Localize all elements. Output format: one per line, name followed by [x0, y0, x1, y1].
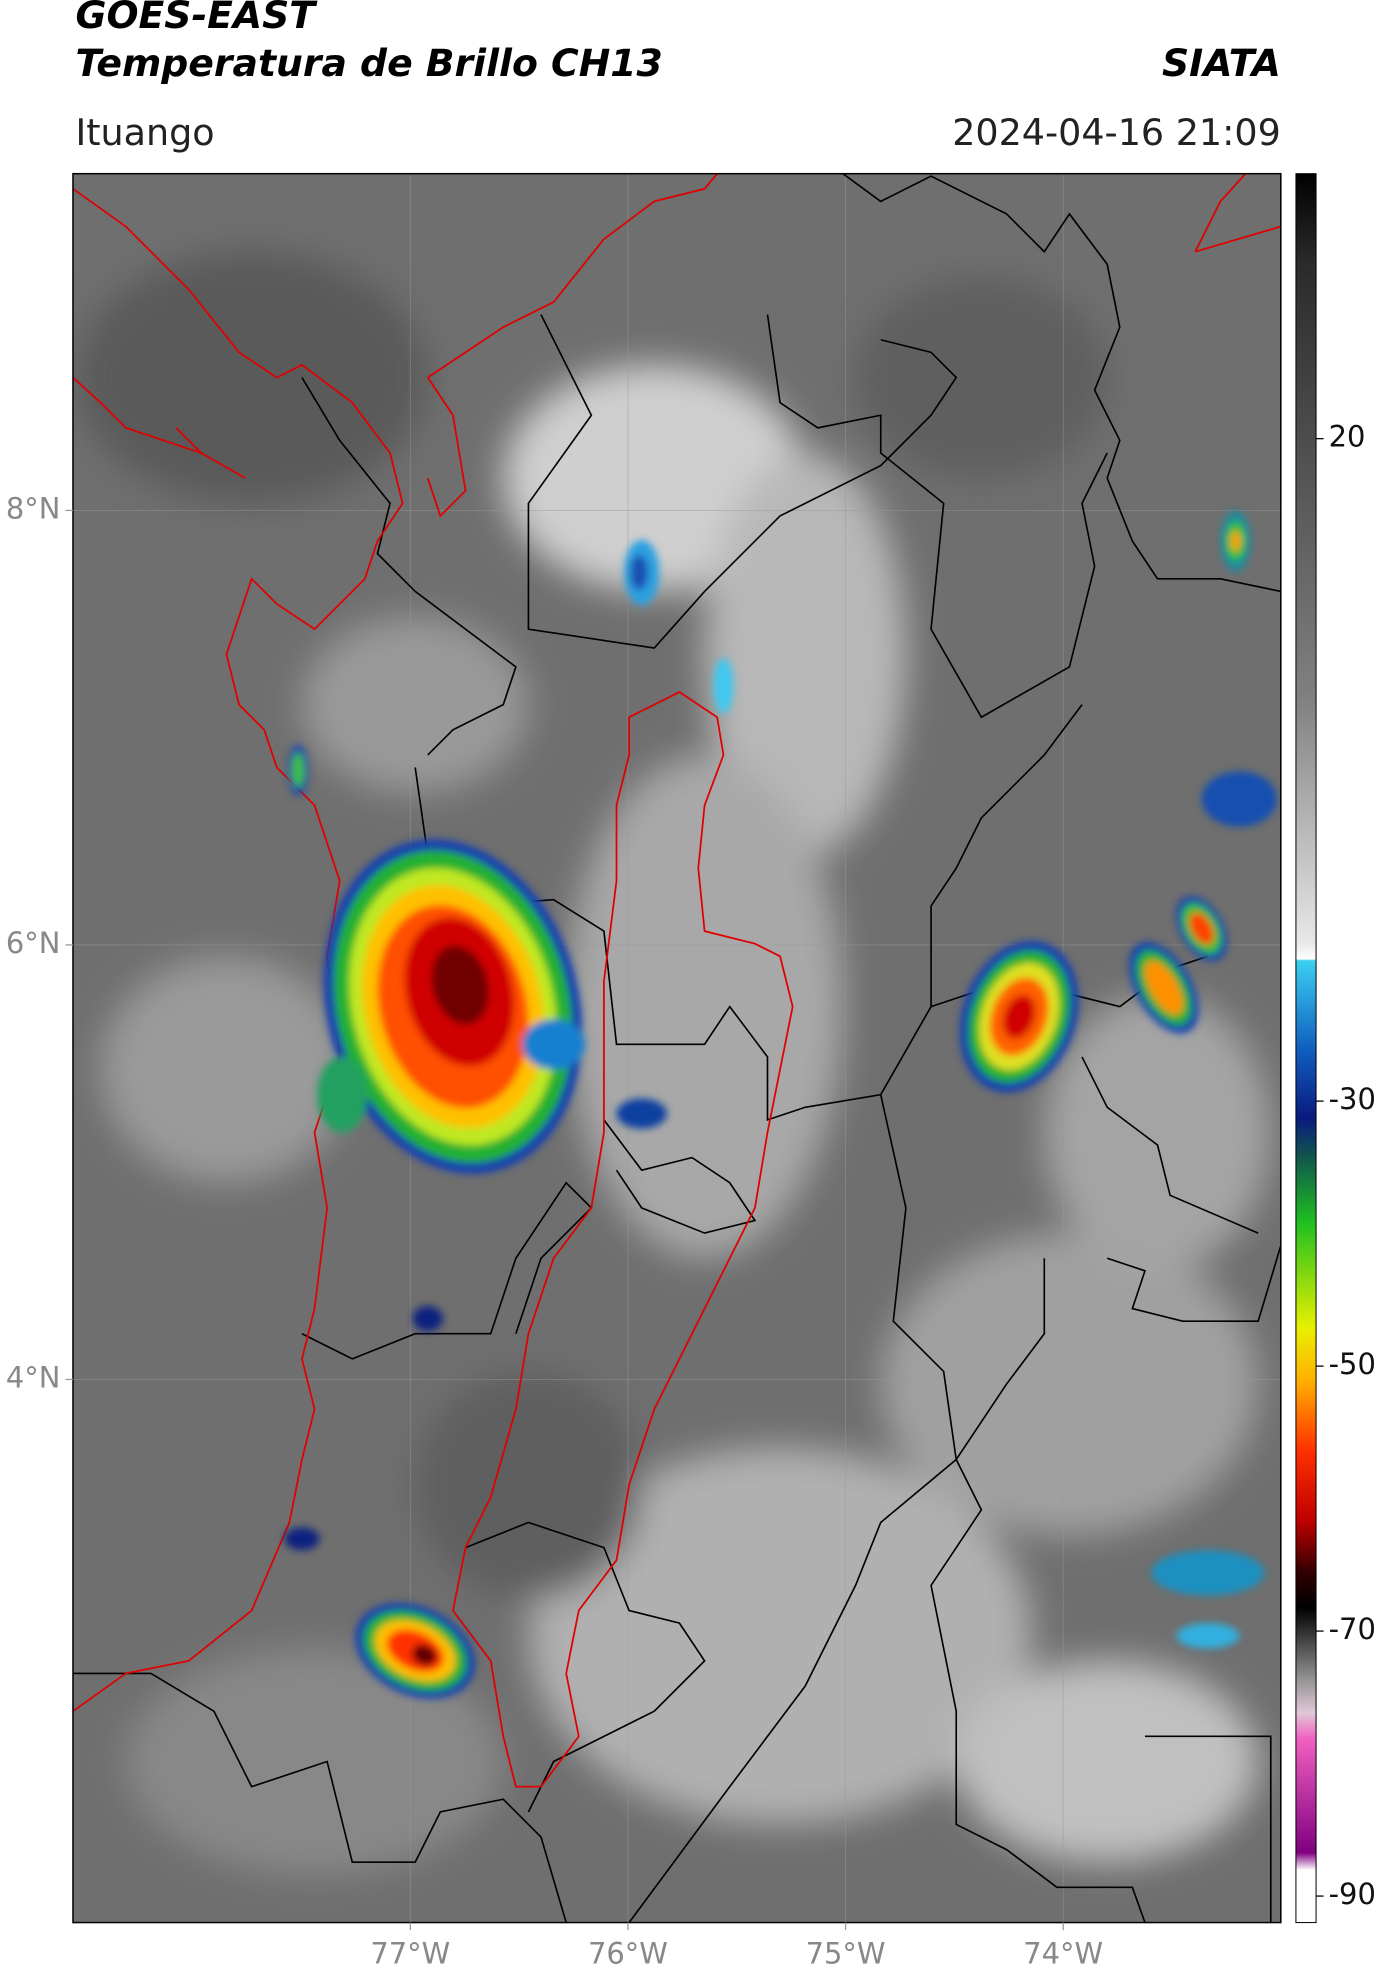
title-line2: Temperatura de Brillo CH13 [75, 41, 662, 85]
organization: SIATA [1162, 41, 1281, 85]
y-tick-label: 4°N [6, 1360, 61, 1394]
x-tick-label: 77°W [370, 1936, 450, 1970]
convective-cells [284, 510, 1278, 1699]
x-tick-label: 75°W [806, 1936, 886, 1970]
timestamp: 2024-04-16 21:09 [952, 111, 1281, 154]
colorbar-tick-label: 20 [1329, 420, 1366, 454]
map-frame [72, 172, 1282, 1924]
colorbar [1295, 173, 1317, 1924]
colorbar-tick-label: -70 [1329, 1612, 1376, 1646]
y-tick-label: 8°N [6, 491, 61, 525]
colorbar-tick-label: -90 [1329, 1877, 1376, 1911]
region: Ituango [75, 111, 214, 154]
x-tick-label: 74°W [1023, 1936, 1103, 1970]
colorbar-tick-label: -30 [1329, 1082, 1376, 1116]
colorbar-tick-label: -50 [1329, 1347, 1376, 1381]
coast-and-region-borders [72, 173, 1281, 1788]
title-line1: GOES-EAST [75, 0, 318, 37]
y-tick-label: 6°N [6, 926, 61, 960]
map [72, 173, 1281, 1923]
x-tick-label: 76°W [588, 1936, 668, 1970]
